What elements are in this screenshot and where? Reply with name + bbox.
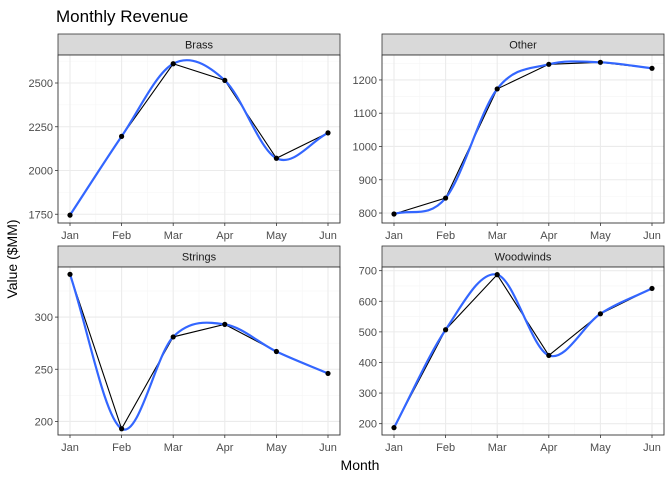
data-point	[325, 370, 331, 377]
data-point	[170, 334, 176, 340]
y-tick-label: 1200	[353, 75, 377, 87]
data-point	[443, 195, 449, 201]
data-point	[494, 86, 500, 92]
data-point	[67, 271, 73, 277]
data-point	[119, 426, 125, 432]
x-tick-label: Jun	[319, 230, 337, 242]
x-axis-title: Month	[341, 457, 380, 473]
y-tick-label: 700	[359, 266, 377, 278]
y-tick-label: 2250	[29, 122, 53, 134]
x-tick-label: May	[266, 442, 287, 454]
strip-label: Woodwinds	[495, 252, 552, 264]
y-tick-label: 1750	[29, 209, 53, 221]
y-tick-label: 200	[35, 416, 53, 428]
y-tick-label: 250	[35, 364, 53, 376]
strip-label: Other	[509, 40, 537, 52]
x-tick-label: Jan	[385, 442, 403, 454]
x-tick-label: May	[266, 230, 287, 242]
x-tick-label: Mar	[164, 442, 183, 454]
panel-other: Other 800 900 1000 1100 1200 Jan Feb Mar Apr May Ju…	[353, 33, 665, 242]
panel-border	[381, 54, 665, 224]
y-tick-label: 900	[359, 175, 377, 187]
y-tick-label: 600	[359, 296, 377, 308]
x-tick-label: Apr	[540, 230, 557, 242]
data-point	[119, 133, 125, 139]
x-tick-label: Jun	[319, 442, 337, 454]
x-tick-label: Jan	[61, 442, 79, 454]
y-tick-label: 300	[35, 312, 53, 324]
x-tick-label: Mar	[164, 230, 183, 242]
chart-title: Monthly Revenue	[56, 7, 188, 26]
x-tick-label: Apr	[216, 230, 233, 242]
data-point	[597, 59, 604, 65]
y-tick-label: 500	[359, 327, 377, 339]
x-tick-label: May	[590, 442, 611, 454]
data-point	[494, 272, 500, 278]
data-point	[649, 65, 655, 71]
data-point	[67, 212, 73, 218]
data-point	[391, 425, 397, 431]
x-tick-label: Jun	[643, 442, 661, 454]
y-axis-title: Value ($MM)	[4, 219, 20, 298]
x-tick-label: Mar	[488, 442, 507, 454]
x-tick-label: Feb	[112, 442, 131, 454]
x-tick-label: Apr	[540, 442, 557, 454]
x-tick-label: Jan	[385, 230, 403, 242]
x-tick-label: Jan	[61, 230, 79, 242]
y-tick-label: 400	[359, 357, 377, 369]
data-point	[597, 311, 604, 317]
x-tick-label: Mar	[488, 230, 507, 242]
data-point	[222, 77, 228, 83]
smooth-curve-brass	[69, 59, 329, 216]
strip-label: Brass	[185, 40, 214, 52]
panel-border	[57, 266, 341, 436]
data-point	[170, 61, 176, 67]
panel-border	[381, 266, 665, 436]
data-point	[443, 327, 449, 333]
panel-woodwinds: Woodwinds 200 300 400 500 600 700 Jan Feb Mar Apr M…	[359, 245, 665, 454]
y-tick-label: 800	[359, 208, 377, 220]
data-point	[649, 285, 655, 292]
data-point	[546, 352, 552, 359]
y-tick-label: 2500	[29, 78, 53, 90]
y-tick-label: 300	[359, 388, 377, 400]
x-tick-label: Feb	[436, 442, 455, 454]
x-tick-label: Feb	[112, 230, 131, 242]
panel-brass: Brass 1750 2000 2250 2500 Jan Feb Mar Apr May Jun	[29, 33, 341, 242]
y-tick-label: 200	[359, 419, 377, 431]
panel-border	[57, 54, 341, 224]
data-point	[546, 61, 552, 67]
data-point	[391, 211, 397, 217]
x-tick-label: May	[590, 230, 611, 242]
data-point	[222, 321, 228, 327]
data-point	[273, 155, 279, 161]
data-point	[273, 348, 279, 355]
panel-strings: Strings 200 250 300 Jan Feb Mar Apr May Jun	[35, 245, 341, 454]
y-tick-label: 1100	[353, 108, 377, 120]
y-tick-label: 1000	[353, 141, 377, 153]
strip-label: Strings	[182, 252, 217, 264]
x-tick-label: Jun	[643, 230, 661, 242]
x-tick-label: Feb	[436, 230, 455, 242]
data-point	[325, 130, 331, 136]
y-tick-label: 2000	[29, 166, 53, 178]
x-tick-label: Apr	[216, 442, 233, 454]
